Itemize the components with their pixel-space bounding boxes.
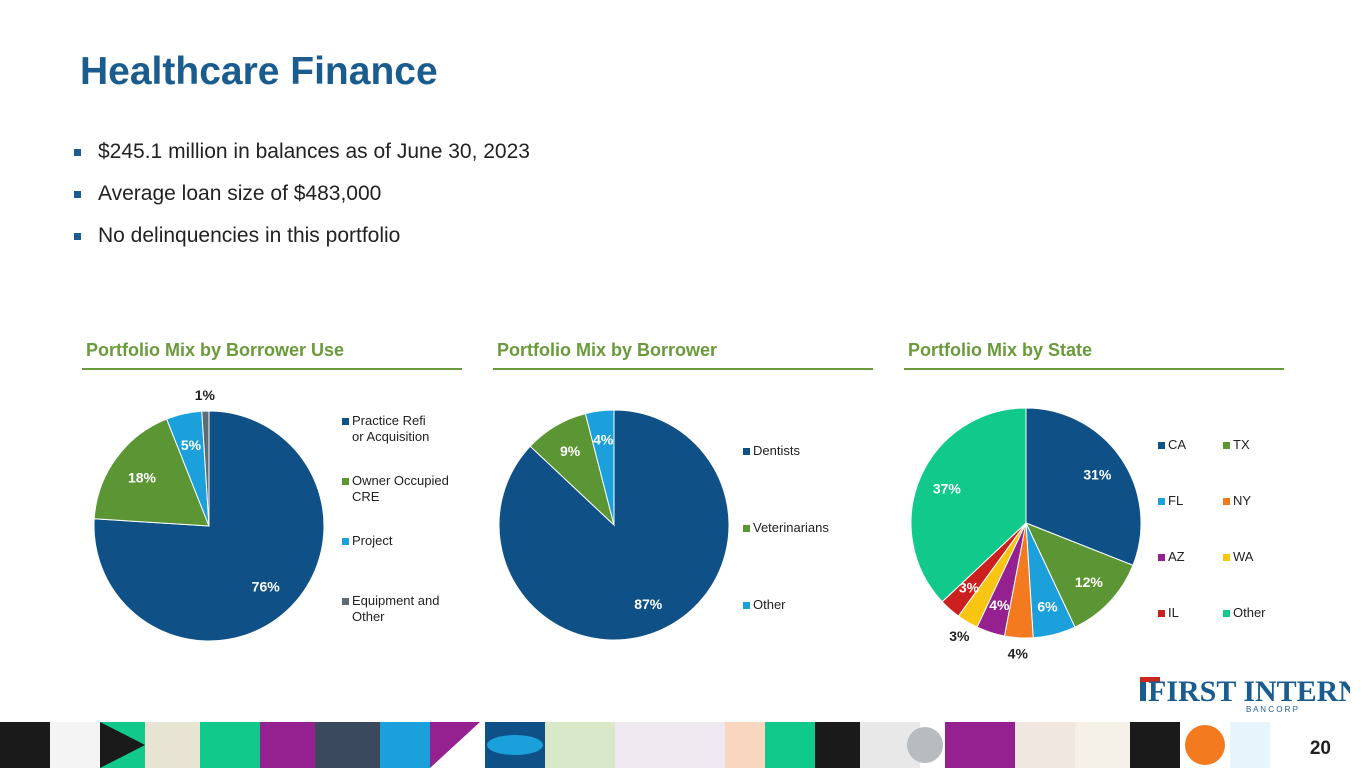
bullet-text: Average loan size of $483,000 (98, 182, 382, 205)
data-label: 3% (959, 580, 980, 596)
legend-label: Equipment and Other (352, 593, 439, 624)
legend-item: Owner Occupied CRE (342, 473, 449, 504)
bullet-item: No delinquencies in this portfolio (74, 215, 530, 257)
chart-title-borrower-use: Portfolio Mix by Borrower Use (82, 340, 462, 370)
bullet-text: $245.1 million in balances as of June 30… (98, 140, 530, 163)
legend-label: Veterinarians (753, 520, 829, 535)
legend-swatch (743, 602, 750, 609)
legend-label: NY (1233, 493, 1251, 508)
legend-swatch (1158, 442, 1165, 449)
legend-swatch (342, 538, 349, 545)
decorative-pattern-strip (0, 722, 1365, 768)
pie-slice-ca (1025, 407, 1142, 566)
legend-swatch (1158, 554, 1165, 561)
legend-item: FL (1158, 493, 1183, 508)
legend-item: Equipment and Other (342, 593, 439, 624)
bullet-item: Average loan size of $483,000 (74, 173, 530, 215)
logo-line1: FIRST INTERNET (1148, 675, 1350, 708)
legend-label: Other (753, 597, 786, 612)
legend-swatch (1158, 610, 1165, 617)
legend-label: IL (1168, 605, 1179, 620)
pie-slice-other (584, 409, 615, 526)
data-label: 37% (933, 481, 962, 497)
pie-chart-borrower: 87% 9% 4% Dentists Veterinarians Other (498, 409, 829, 641)
data-label: 6% (1037, 599, 1058, 615)
pie-slice-other (910, 407, 1027, 603)
data-label: 4% (593, 431, 614, 447)
legend-item: Dentists (743, 443, 800, 458)
data-label: 31% (1083, 467, 1112, 483)
pie-slice-owner-occupied-cre (93, 418, 210, 527)
legend-swatch (743, 448, 750, 455)
legend-swatch (342, 598, 349, 605)
legend-swatch (1223, 554, 1230, 561)
chart-title-borrower: Portfolio Mix by Borrower (493, 340, 873, 370)
legend-item: Other (1223, 605, 1266, 620)
legend-swatch (743, 525, 750, 532)
chart-title-state: Portfolio Mix by State (904, 340, 1284, 370)
data-label: 87% (634, 596, 663, 612)
legend-label: CA (1168, 437, 1186, 452)
data-label: 12% (1075, 574, 1104, 590)
legend-item: Project (342, 533, 393, 548)
bullet-list: $245.1 million in balances as of June 30… (74, 131, 530, 257)
legend-item: Other (743, 597, 786, 612)
data-label: 9% (560, 443, 581, 459)
legend-label: Dentists (753, 443, 800, 458)
pie-slice-practice-refi-or-acquisition (93, 410, 325, 642)
legend-item: TX (1223, 437, 1250, 452)
square-bullet-icon (74, 232, 81, 240)
legend-swatch (1223, 498, 1230, 505)
data-label: 18% (128, 469, 157, 485)
legend-label: Project (352, 533, 393, 548)
data-label: 4% (1008, 646, 1029, 662)
legend-swatch (342, 478, 349, 485)
legend-item: IL (1158, 605, 1179, 620)
legend-label: Practice Refi or Acquisition (352, 413, 429, 444)
data-label: 1% (195, 387, 216, 403)
square-bullet-icon (74, 148, 81, 156)
logo-line2: B A N C O R P (1246, 705, 1298, 713)
legend-item: Practice Refi or Acquisition (342, 413, 429, 444)
data-label: 4% (989, 597, 1010, 613)
legend-item: AZ (1158, 549, 1185, 564)
pie-chart-borrower-use: 76% 18% 5% 1% Practice Refi or Acquisition Own… (93, 387, 449, 642)
page-number: 20 (1309, 738, 1331, 759)
pie-slice-tx (1025, 522, 1134, 628)
data-label: 76% (252, 578, 281, 594)
bullet-text: No delinquencies in this portfolio (98, 224, 401, 247)
legend-item: NY (1223, 493, 1251, 508)
pie-slice-equipment-and-other (201, 410, 210, 527)
pie-chart-state: 31% 12% 6% 4% 4% 3% 3% 37% CA TX FL NY AZ WA IL Other (910, 407, 1266, 662)
legend-item: WA (1223, 549, 1254, 564)
legend-label: Owner Occupied CRE (352, 473, 449, 504)
first-internet-bancorp-logo: FIRST INTERNET B A N C O R P (1140, 675, 1350, 713)
legend-swatch (1223, 442, 1230, 449)
data-label: 3% (949, 628, 970, 644)
slide-title: Healthcare Finance (80, 50, 438, 93)
legend-swatch (1223, 610, 1230, 617)
legend-label: AZ (1168, 549, 1185, 564)
legend-swatch (342, 418, 349, 425)
square-bullet-icon (74, 190, 81, 198)
legend-label: Other (1233, 605, 1266, 620)
legend-item: Veterinarians (743, 520, 829, 535)
legend-label: TX (1233, 437, 1250, 452)
legend-label: WA (1233, 549, 1254, 564)
bullet-item: $245.1 million in balances as of June 30… (74, 131, 530, 173)
data-label: 5% (181, 437, 202, 453)
legend-swatch (1158, 498, 1165, 505)
legend-item: CA (1158, 437, 1186, 452)
legend-label: FL (1168, 493, 1183, 508)
